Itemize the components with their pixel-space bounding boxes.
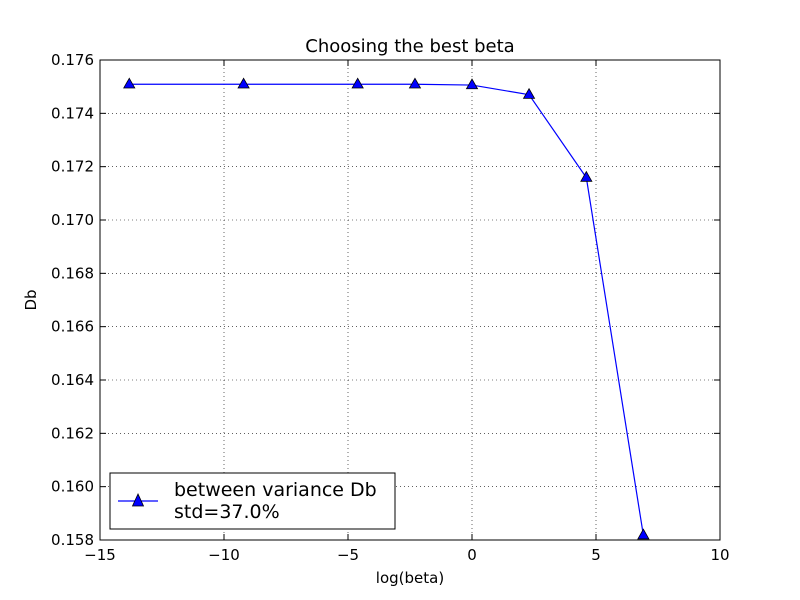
axis-ticks: −15 −10 −5 0 5 10 0.158 0.160 0.162 0.164 0.166 0.1…	[51, 51, 730, 564]
y-tick-label: 0.164	[51, 371, 94, 389]
y-tick-label: 0.162	[51, 424, 94, 442]
x-tick-label: −5	[337, 546, 359, 564]
grid-lines	[100, 60, 720, 540]
data-point-marker	[351, 77, 364, 89]
y-tick-label: 0.172	[51, 158, 94, 176]
y-tick-label: 0.160	[51, 478, 94, 496]
x-tick-label: −15	[84, 546, 116, 564]
data-point-marker	[637, 528, 650, 540]
x-tick-label: 10	[710, 546, 729, 564]
series-layer	[123, 77, 650, 540]
data-point-marker	[580, 170, 593, 182]
y-axis-label: Db	[22, 289, 40, 310]
legend-label-line-1: between variance Db	[174, 479, 377, 501]
x-tick-label: 5	[591, 546, 601, 564]
data-point-marker	[465, 78, 479, 90]
data-point-marker	[408, 77, 422, 89]
y-tick-label: 0.168	[51, 264, 94, 282]
series-line	[129, 83, 644, 536]
y-tick-label: 0.174	[51, 104, 94, 122]
x-axis-label: log(beta)	[376, 569, 444, 587]
x-tick-label: 0	[467, 546, 477, 564]
legend: between variance Db std=37.0%	[109, 472, 396, 530]
chart-title: Choosing the best beta	[305, 36, 514, 57]
y-tick-label: 0.166	[51, 318, 94, 336]
y-tick-label: 0.176	[51, 51, 94, 69]
plot-frame	[99, 59, 721, 541]
data-point-marker	[522, 87, 536, 99]
legend-marker-swatch	[131, 493, 145, 507]
y-tick-label: 0.158	[51, 531, 94, 549]
legend-label-line-2: std=37.0%	[174, 501, 280, 523]
data-point-marker	[237, 77, 250, 89]
data-point-marker	[123, 77, 136, 89]
x-tick-label: −10	[208, 546, 240, 564]
y-tick-label: 0.170	[51, 211, 94, 229]
